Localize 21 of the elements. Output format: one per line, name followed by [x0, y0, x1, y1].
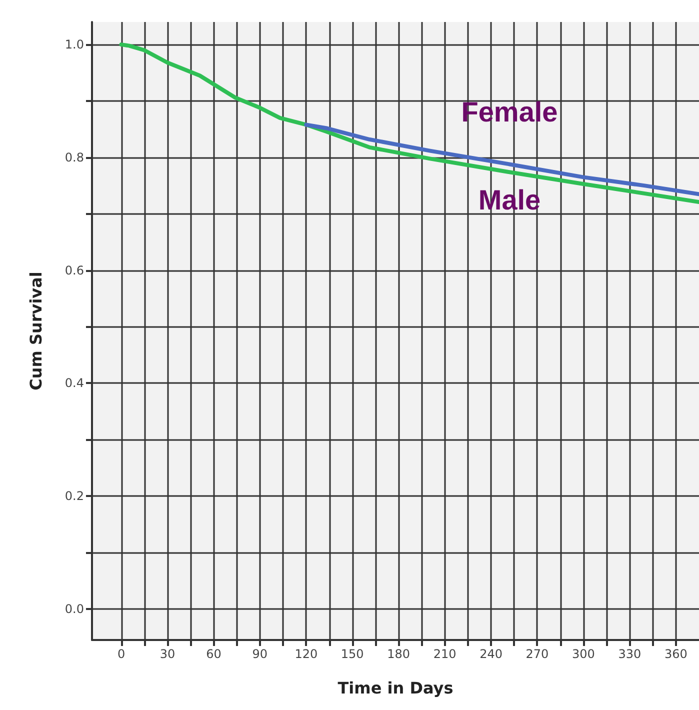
x-tick-label: 180: [387, 647, 410, 661]
y-tick-label: 0.6: [64, 263, 84, 278]
x-tick-label: 360: [664, 647, 688, 661]
y-tick-label: 0.0: [64, 602, 84, 616]
x-tick-label: 150: [340, 647, 364, 661]
y-tick-label: 0.8: [64, 150, 84, 164]
x-tick-label: 60: [206, 647, 222, 661]
x-tick-label: 330: [618, 647, 642, 661]
x-tick-label: 90: [252, 647, 268, 661]
x-tick-label: 270: [526, 647, 549, 661]
x-tick-label: 210: [433, 647, 456, 661]
y-axis-title: Cum Survival: [26, 272, 46, 390]
x-axis-title: Time in Days: [338, 678, 454, 698]
x-tick-label: 240: [480, 647, 502, 661]
x-tick-label: 300: [572, 647, 595, 661]
y-tick-label: 0.4: [64, 376, 84, 390]
x-tick-label: 0: [117, 647, 126, 661]
x-tick-label: 120: [294, 647, 318, 661]
y-tick-label: 1.0: [64, 38, 84, 52]
x-tick-label: 30: [160, 647, 176, 661]
y-tick-label: 0.2: [64, 489, 84, 504]
